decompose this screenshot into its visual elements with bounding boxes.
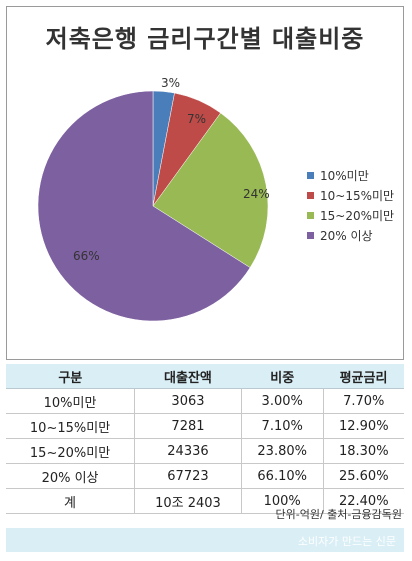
legend-item: 20% 이상 (307, 225, 394, 245)
table-cell: 20% 이상 (6, 463, 136, 489)
table-cell: 10%미만 (6, 388, 136, 414)
chart-title: 저축은행 금리구간별 대출비중 (45, 25, 365, 53)
table-cell: 67723 (134, 463, 242, 489)
source-note: 단위-억원/ 출처-금융감독원 (275, 508, 402, 521)
table-cell: 100% (241, 488, 324, 514)
table-cell: 7281 (134, 413, 242, 439)
header-share: 비중 (241, 364, 324, 389)
table-row: 10%미만 3063 3.00% 7.70% (6, 388, 404, 414)
table-cell: 7.10% (241, 413, 324, 439)
header-loan-balance: 대출잔액 (134, 364, 242, 389)
table-cell: 7.70% (323, 388, 404, 414)
header-average-rate: 평균금리 (323, 364, 404, 389)
legend-item: 10~15%미만 (307, 185, 394, 205)
table-cell: 24336 (134, 438, 242, 464)
table-cell: 3063 (134, 388, 242, 414)
table-cell: 22.40% (323, 488, 404, 514)
legend-label: 15~20%미만 (320, 208, 395, 223)
legend-swatch (307, 231, 314, 239)
table-cell: 18.30% (323, 438, 404, 464)
header-category: 구분 (6, 364, 135, 389)
chart-frame: 저축은행 금리구간별 대출비중 3% 7% 24% 66% 10%미만 10~15%미만… (6, 6, 404, 360)
table-cell: 15~20%미만 (6, 438, 136, 464)
table-cell: 66.10% (241, 463, 324, 489)
table-row: 15~20%미만 24336 23.80% 18.30% (6, 438, 404, 464)
data-label: 7% (187, 112, 206, 126)
data-table: 구분 대출잔액 비중 평균금리 10%미만 3063 3.00% 7.70% 1… (6, 364, 404, 514)
table-row-total: 계 10조 2403 100% 22.40% (6, 488, 404, 514)
data-label: 66% (73, 249, 100, 263)
legend-label: 10%미만 (320, 168, 369, 183)
data-label: 3% (161, 76, 180, 90)
table-cell: 3.00% (241, 388, 324, 414)
table-header-row: 구분 대출잔액 비중 평균금리 (6, 364, 404, 389)
legend-label: 20% 이상 (320, 228, 373, 243)
legend-item: 15~20%미만 (307, 205, 394, 225)
brand-text: 소비자가 만드는 신문 (297, 535, 396, 548)
table-cell: 12.90% (323, 413, 404, 439)
table-cell: 23.80% (241, 438, 324, 464)
table-row: 10~15%미만 7281 7.10% 12.90% (6, 413, 404, 439)
legend-swatch (307, 211, 314, 219)
data-label: 24% (243, 187, 270, 201)
legend-swatch (307, 191, 314, 199)
table-cell: 25.60% (323, 463, 404, 489)
brand-bar: 소비자가 만드는 신문 (6, 528, 404, 552)
legend-swatch (307, 171, 314, 179)
table-cell: 10~15%미만 (6, 413, 136, 439)
chart-legend: 10%미만 10~15%미만 15~20%미만 20% 이상 (307, 165, 394, 245)
legend-label: 10~15%미만 (320, 188, 395, 203)
pie-chart: 3% 7% 24% 66% (37, 76, 270, 322)
pie-slice (152, 112, 269, 268)
table-cell: 10조 2403 (134, 488, 242, 514)
table-row: 20% 이상 67723 66.10% 25.60% (6, 463, 404, 489)
pie-slice (37, 90, 251, 322)
table-cell: 계 (6, 488, 136, 514)
legend-item: 10%미만 (307, 165, 394, 185)
